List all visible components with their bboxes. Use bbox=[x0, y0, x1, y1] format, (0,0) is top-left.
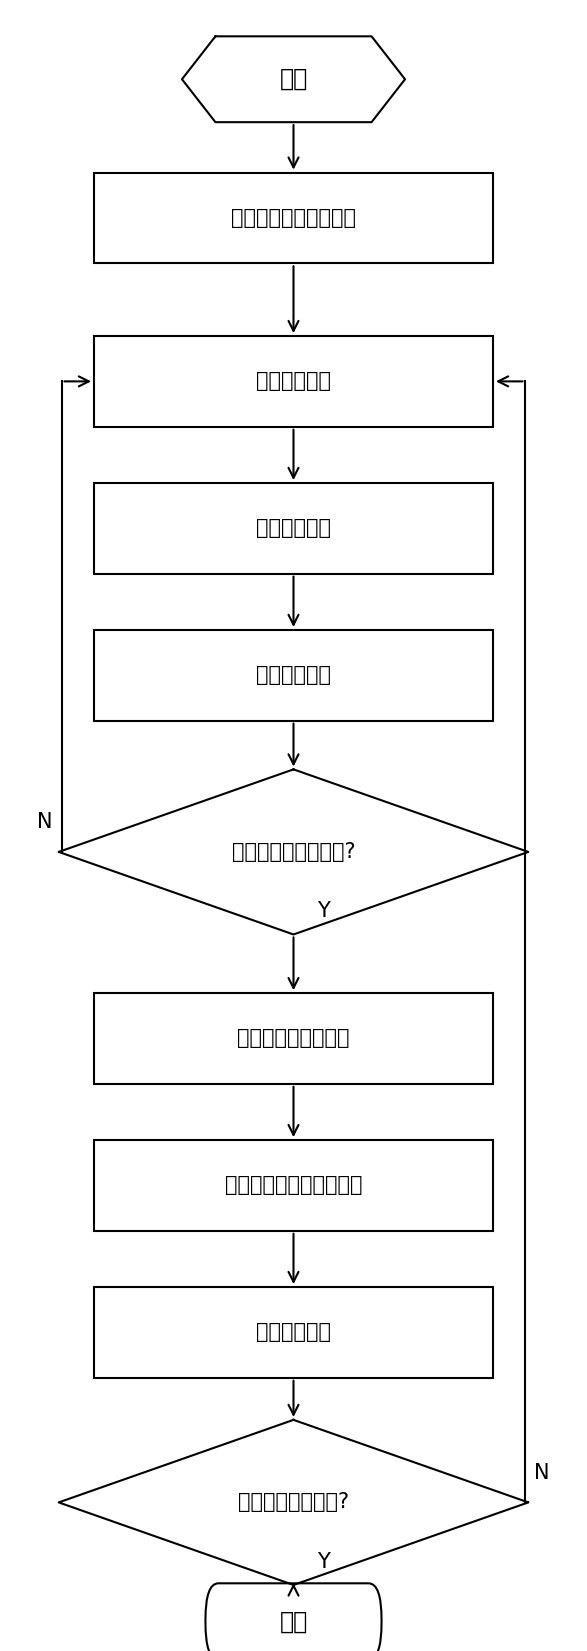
Polygon shape bbox=[59, 1420, 528, 1585]
Text: 间隔一段时间: 间隔一段时间 bbox=[256, 518, 331, 538]
Text: 保存关节零位校准角度值: 保存关节零位校准角度值 bbox=[225, 1176, 362, 1195]
Text: 读取关节角度: 读取关节角度 bbox=[256, 665, 331, 685]
Bar bbox=[94, 1288, 493, 1377]
Text: 关节是否转到限位面?: 关节是否转到限位面? bbox=[232, 842, 355, 862]
Text: N: N bbox=[534, 1463, 549, 1483]
Polygon shape bbox=[182, 36, 405, 122]
Bar bbox=[94, 994, 493, 1085]
Text: N: N bbox=[38, 812, 53, 832]
Bar bbox=[94, 337, 493, 428]
Bar bbox=[94, 1141, 493, 1232]
Text: 计算关节角度校准值: 计算关节角度校准值 bbox=[237, 1029, 350, 1048]
Polygon shape bbox=[59, 769, 528, 934]
Bar bbox=[94, 482, 493, 573]
Bar bbox=[94, 629, 493, 720]
Text: 转动关节指令: 转动关节指令 bbox=[256, 371, 331, 391]
Text: 所有关节校准完成?: 所有关节校准完成? bbox=[238, 1493, 349, 1512]
Text: Y: Y bbox=[317, 1552, 330, 1572]
Text: Y: Y bbox=[317, 901, 330, 921]
Bar bbox=[94, 172, 493, 263]
Text: 结束: 结束 bbox=[279, 1610, 308, 1633]
Text: 获取关节零位校准指令: 获取关节零位校准指令 bbox=[231, 208, 356, 228]
Text: 开始: 开始 bbox=[279, 68, 308, 91]
FancyBboxPatch shape bbox=[205, 1583, 382, 1651]
Text: 停止关节转动: 停止关节转动 bbox=[256, 1322, 331, 1342]
